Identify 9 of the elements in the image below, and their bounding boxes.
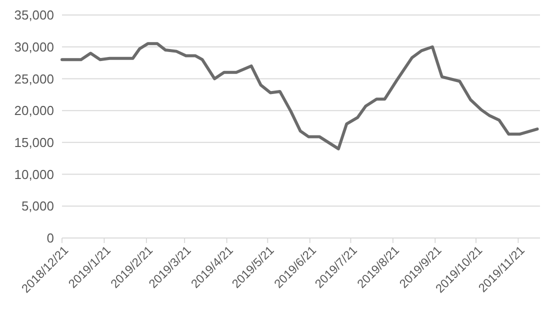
y-tick-label: 5,000: [21, 198, 54, 214]
y-tick-label: 10,000: [14, 166, 54, 182]
y-tick-label: 35,000: [14, 8, 54, 23]
y-tick-label: 20,000: [14, 103, 54, 118]
line-series: [60, 42, 539, 150]
y-tick-label: 30,000: [14, 39, 54, 54]
y-tick-label: 0: [46, 230, 54, 246]
y-tick-label: 25,000: [14, 71, 54, 86]
y-tick-label: 15,000: [14, 134, 54, 150]
